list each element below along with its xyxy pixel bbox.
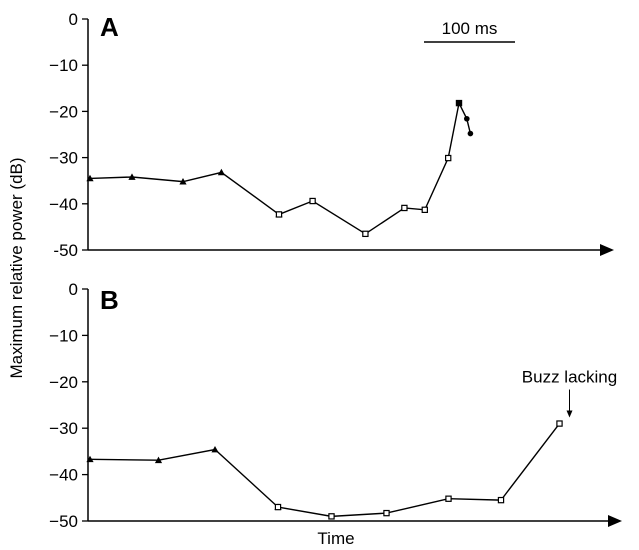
y-tick-label: −40 <box>49 195 78 214</box>
series-line <box>89 171 280 215</box>
circle-marker <box>464 115 470 122</box>
open-square-marker <box>328 513 335 520</box>
x-axis-arrowhead <box>600 244 614 256</box>
y-tick-label: −50 <box>49 512 78 531</box>
series-line <box>89 448 279 508</box>
y-tick-label: 0 <box>69 10 78 29</box>
open-square-marker <box>445 154 452 162</box>
series-line <box>278 102 460 235</box>
series-line <box>277 423 561 518</box>
y-tick-label: −10 <box>49 326 78 345</box>
y-tick-label: −20 <box>49 102 78 121</box>
scale-bar-label: 100 ms <box>442 19 498 38</box>
y-tick-label: -50 <box>53 241 78 260</box>
triangle-marker <box>128 173 136 180</box>
open-square-marker <box>497 496 505 504</box>
y-tick-label: −30 <box>49 419 78 438</box>
open-square-marker <box>445 495 452 502</box>
open-square-marker <box>401 204 408 212</box>
open-square-marker <box>274 503 282 511</box>
open-square-marker <box>383 509 390 517</box>
panel-letter: B <box>100 285 119 315</box>
annotation-arrowhead <box>566 410 573 418</box>
x-axis-title: Time <box>317 529 354 548</box>
circle-marker <box>467 130 474 137</box>
triangle-marker <box>217 168 225 176</box>
open-square-marker <box>362 230 369 238</box>
panel-b: 0 −10 −20 −30 −40 −50 B Buzz lacking <box>49 280 622 531</box>
y-tick-label: 0 <box>69 280 78 299</box>
panel-a: 0 −10 −20 −30 −40 -50 A 100 ms <box>49 10 614 260</box>
y-tick-label: −30 <box>49 149 78 168</box>
triangle-marker <box>86 174 94 182</box>
triangle-marker <box>154 456 163 464</box>
open-square-marker <box>556 420 563 427</box>
open-square-marker <box>421 206 429 214</box>
panel-letter: A <box>100 12 119 42</box>
y-tick-label: −40 <box>49 466 78 485</box>
y-tick-label: −20 <box>49 373 78 392</box>
y-axis-title: Maximum relative power (dB) <box>7 157 26 378</box>
triangle-marker <box>86 455 94 463</box>
circle-marker <box>456 100 462 106</box>
y-tick-label: −10 <box>49 56 78 75</box>
open-square-marker <box>275 211 283 218</box>
triangle-marker <box>179 178 187 185</box>
x-axis-arrowhead <box>608 515 622 527</box>
open-square-marker <box>309 197 316 205</box>
annotation-label: Buzz lacking <box>522 368 617 387</box>
triangle-marker <box>211 445 219 453</box>
